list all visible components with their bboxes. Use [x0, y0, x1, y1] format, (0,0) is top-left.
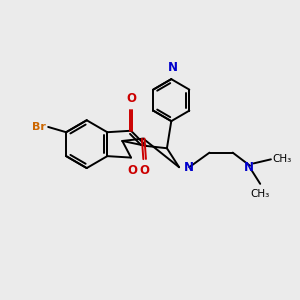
- Text: Br: Br: [32, 122, 46, 132]
- Text: N: N: [244, 161, 254, 174]
- Text: O: O: [128, 164, 137, 177]
- Text: O: O: [126, 92, 136, 105]
- Text: O: O: [140, 164, 150, 177]
- Text: CH₃: CH₃: [272, 154, 292, 164]
- Text: N: N: [168, 61, 178, 74]
- Text: N: N: [184, 161, 194, 174]
- Text: CH₃: CH₃: [250, 189, 270, 199]
